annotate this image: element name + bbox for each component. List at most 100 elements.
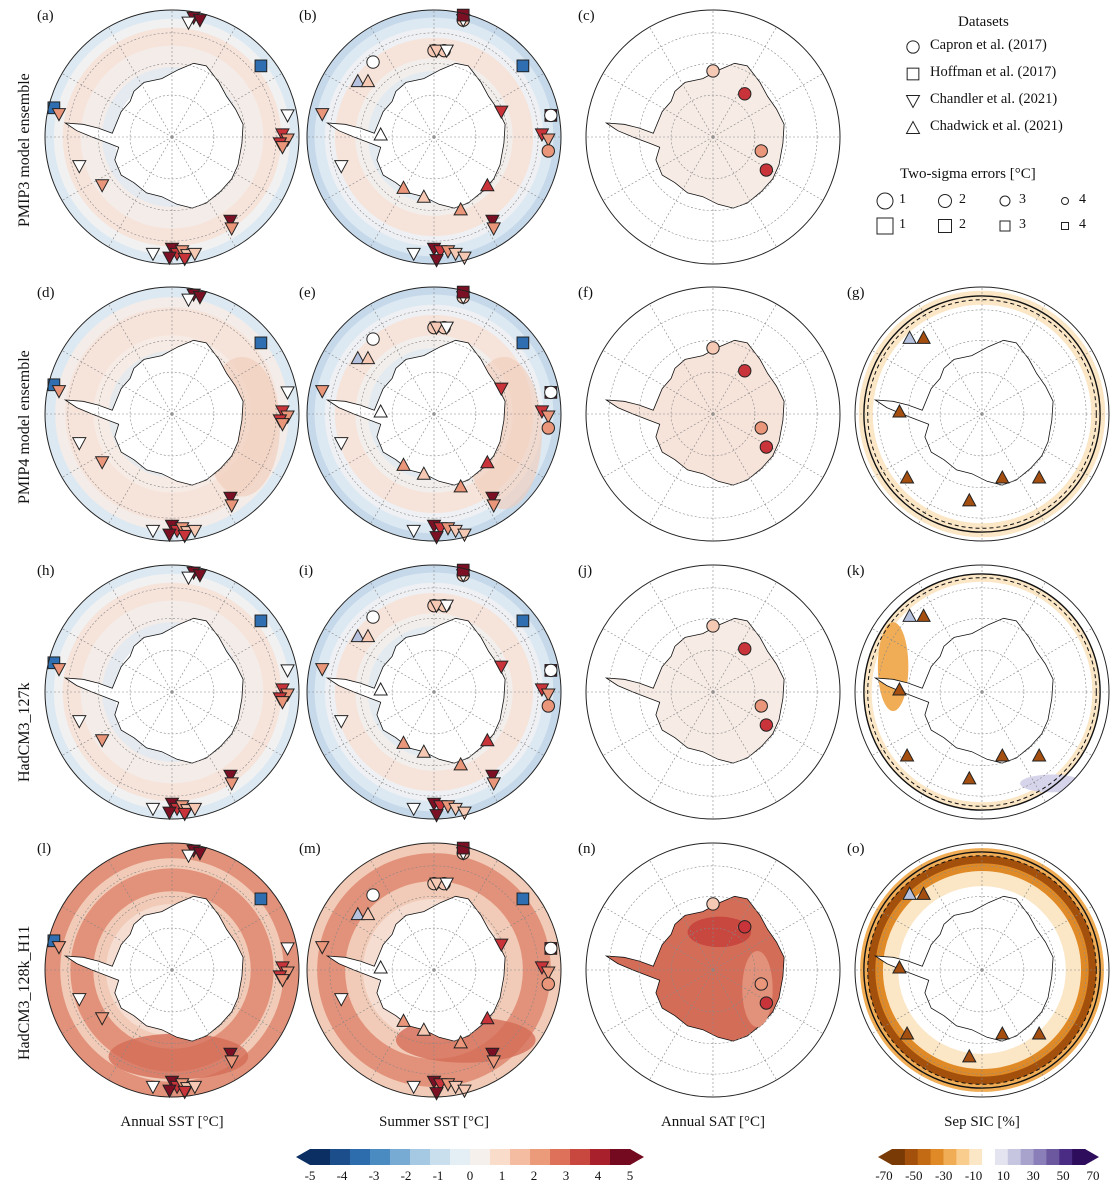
proxy-marker <box>540 688 556 703</box>
antarctica-coastline <box>63 895 244 1042</box>
colorbar-extend-high <box>1085 1149 1099 1165</box>
longitude-line <box>61 413 173 478</box>
map-panel <box>44 9 300 267</box>
antarctica-coastline <box>63 62 244 209</box>
antarctica-coastline <box>63 617 244 764</box>
proxy-marker <box>71 160 87 174</box>
longitude-line <box>712 859 777 971</box>
row-label: PMIP4 model ensemble <box>16 350 33 504</box>
proxy-marker <box>181 571 196 586</box>
proxy-marker <box>754 977 768 991</box>
proxy-marker <box>1031 1025 1047 1040</box>
proxy-marker <box>961 770 977 785</box>
map-panel <box>585 286 841 542</box>
longitude-line <box>918 969 983 1081</box>
map-field <box>855 287 1109 541</box>
sea-ice-edge-line <box>863 573 1101 811</box>
longitude-line <box>433 136 545 201</box>
proxy-marker <box>224 222 240 236</box>
proxy-marker <box>899 747 915 762</box>
antarctica-coastline <box>325 617 506 764</box>
proxy-marker <box>429 1087 444 1101</box>
proxy-marker <box>224 1055 240 1069</box>
proxy-marker <box>439 599 455 614</box>
proxy-marker <box>485 769 500 784</box>
longitude-line <box>171 969 283 1034</box>
proxy-marker <box>192 291 208 305</box>
antarctica-coastline <box>325 895 506 1042</box>
longitude-line <box>602 906 714 971</box>
legend-item-label: Chadwick et al. (2021) <box>930 118 1063 134</box>
map-panel <box>44 286 300 544</box>
longitude-line <box>602 73 714 138</box>
error-circle-marker <box>938 194 952 208</box>
longitude-line <box>433 691 545 756</box>
proxy-marker <box>360 628 376 643</box>
longitude-line <box>649 859 714 971</box>
error-circle-marker <box>1061 197 1069 205</box>
proxy-marker <box>416 744 432 758</box>
proxy-marker <box>314 663 330 677</box>
longitude-line <box>712 413 824 478</box>
error-value-label: 3 <box>1019 217 1026 232</box>
longitude-line <box>981 628 1093 693</box>
proxy-marker <box>429 321 444 336</box>
longitude-line <box>918 859 983 971</box>
colorbar-swatch <box>956 1149 970 1165</box>
proxy-marker <box>456 563 470 577</box>
proxy-marker <box>366 610 380 624</box>
proxy-marker <box>544 941 558 956</box>
proxy-marker <box>429 809 444 823</box>
longitude-line <box>323 413 435 478</box>
proxy-marker <box>457 251 472 266</box>
legend-errors-title: Two-sigma errors [°C] <box>900 166 1036 182</box>
longitude-line <box>323 969 435 1034</box>
longitude-line <box>323 628 435 693</box>
proxy-marker <box>899 469 915 484</box>
panel-label: (i) <box>299 563 313 579</box>
proxy-marker <box>961 1048 977 1063</box>
longitude-line <box>981 581 1046 693</box>
proxy-marker <box>373 959 388 974</box>
error-value-label: 4 <box>1079 192 1086 207</box>
proxy-marker <box>51 385 67 399</box>
colorbar-swatch <box>610 1149 631 1165</box>
longitude-line <box>918 691 983 803</box>
proxy-marker <box>486 1055 502 1069</box>
longitude-line <box>649 303 714 415</box>
map-border <box>585 564 841 820</box>
colorbar-tick-label: 70 <box>1086 1168 1100 1183</box>
longitude-line <box>649 691 714 803</box>
map-panel <box>854 842 1110 1098</box>
proxy-marker <box>71 437 87 451</box>
proxy-marker <box>94 734 110 748</box>
proxy-marker <box>145 524 161 539</box>
field-patch <box>1020 774 1084 793</box>
proxy-marker <box>396 180 411 194</box>
map-field <box>45 287 299 541</box>
panel-label: (e) <box>299 285 316 301</box>
longitude-line <box>323 136 435 201</box>
proxy-marker <box>223 769 238 784</box>
longitude-line <box>602 628 714 693</box>
colorbar-tick-label: 3 <box>562 1168 570 1183</box>
proxy-marker <box>223 1047 238 1062</box>
error-square-marker <box>999 220 1011 232</box>
longitude-line <box>602 350 714 415</box>
colorbar-tick-label: 10 <box>996 1168 1010 1183</box>
proxy-marker <box>94 179 110 193</box>
proxy-marker <box>406 1080 422 1095</box>
proxy-marker <box>366 332 380 346</box>
proxy-marker <box>223 214 238 229</box>
proxy-marker <box>480 454 495 469</box>
proxy-marker <box>429 877 444 892</box>
longitude-line <box>712 691 824 756</box>
proxy-marker <box>480 177 495 192</box>
colorbar-tick-label: 2 <box>530 1168 538 1183</box>
antarctica-coastline <box>873 339 1054 486</box>
proxy-marker <box>429 531 444 545</box>
colorbar-swatch <box>1033 1149 1047 1165</box>
proxy-marker <box>162 251 177 266</box>
proxy-marker <box>541 421 555 435</box>
proxy-marker <box>51 663 67 677</box>
